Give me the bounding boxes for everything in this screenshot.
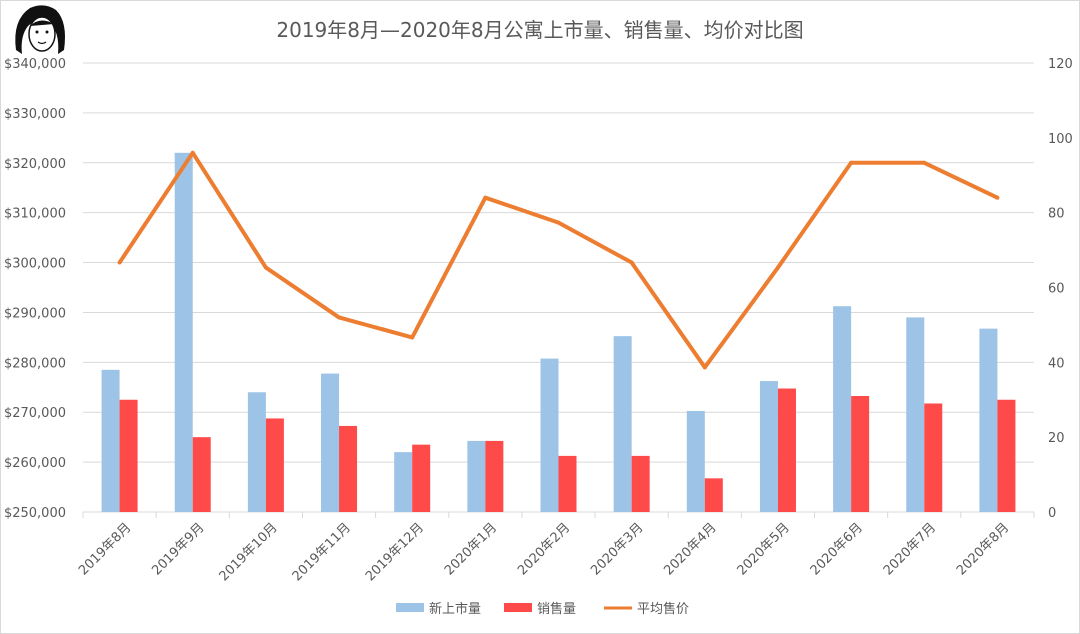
bar-listing [613, 336, 632, 512]
y-right-tick-label: 120 [1048, 57, 1073, 72]
price-line [117, 150, 999, 370]
y-left-tick-label: $270,000 [4, 406, 66, 421]
bar-listing [686, 410, 705, 512]
bar-listing [247, 392, 266, 512]
y-left-tick-label: $260,000 [4, 456, 66, 471]
y-left-tick-label: $280,000 [4, 356, 66, 371]
y-right-tick-label: 20 [1048, 431, 1065, 446]
price-point [775, 265, 780, 270]
bar-listing [979, 328, 998, 512]
bar-sales [412, 444, 431, 512]
y-right-tick-label: 0 [1048, 506, 1056, 521]
x-tick-label: 2020年3月 [588, 520, 646, 578]
y-right-tick-label: 40 [1048, 356, 1065, 371]
x-tick-label: 2019年10月 [217, 520, 281, 584]
price-point [337, 315, 342, 320]
bar-sales [851, 396, 870, 512]
bar-listing [394, 452, 413, 512]
x-tick-label: 2019年9月 [149, 520, 207, 578]
x-tick-label: 2019年11月 [290, 520, 354, 584]
y-left-tick-label: $310,000 [4, 207, 66, 222]
bar-listing [540, 358, 559, 512]
bar-sales [997, 399, 1016, 512]
bar-sales [924, 403, 943, 512]
price-point [556, 220, 561, 225]
bar-listing [321, 373, 340, 512]
price-point [629, 260, 634, 265]
y-left-tick-label: $320,000 [4, 157, 66, 172]
y-left-tick-label: $300,000 [4, 257, 66, 272]
y-left-tick-label: $290,000 [4, 306, 66, 321]
price-point [117, 260, 122, 265]
legend-label: 新上市量 [429, 601, 481, 617]
price-point [483, 195, 488, 200]
bar-sales [631, 455, 650, 512]
y-right-tick-label: 60 [1048, 282, 1065, 297]
chart-title: 2019年8月—2020年8月公寓上市量、销售量、均价对比图 [276, 18, 804, 42]
price-point [995, 195, 1000, 200]
price-point [410, 335, 415, 340]
price-point [922, 160, 927, 165]
x-tick-label: 2020年2月 [515, 520, 573, 578]
bar-sales [339, 425, 358, 512]
bar-listing [174, 152, 193, 513]
x-tick-label: 2020年5月 [735, 520, 793, 578]
bar-sales [192, 437, 211, 512]
bar-sales [485, 440, 504, 512]
price-point [849, 160, 854, 165]
y-right-tick-label: 100 [1048, 132, 1073, 147]
bar-listing [101, 369, 120, 512]
bar-listing [467, 440, 486, 512]
x-tick-label: 2020年8月 [954, 520, 1012, 578]
x-tick-label: 2019年12月 [363, 520, 427, 584]
x-tick-label: 2020年7月 [881, 520, 939, 578]
legend-label: 平均售价 [637, 601, 689, 617]
legend-label: 销售量 [537, 601, 576, 617]
bar-sales [558, 455, 577, 512]
y-left-tick-label: $250,000 [4, 506, 66, 521]
bar-sales [119, 399, 138, 512]
legend-swatch [504, 603, 532, 612]
y-left-tick-label: $340,000 [4, 57, 66, 72]
bar-sales [265, 418, 284, 512]
x-tick-label: 2020年6月 [808, 520, 866, 578]
bar-sales [704, 478, 723, 512]
y-right-tick-label: 80 [1048, 207, 1065, 222]
bar-sales [777, 388, 796, 512]
x-tick-label: 2019年8月 [76, 520, 134, 578]
bar-listing [759, 381, 778, 512]
price-point [263, 265, 268, 270]
x-tick-label: 2020年1月 [442, 520, 500, 578]
legend-swatch [396, 603, 424, 612]
y-left-tick-label: $330,000 [4, 107, 66, 122]
bar-listing [906, 317, 925, 512]
avatar-logo [15, 5, 65, 54]
bar-listing [833, 306, 852, 512]
price-point [702, 365, 707, 370]
x-tick-label: 2020年4月 [661, 520, 719, 578]
price-point [190, 150, 195, 155]
